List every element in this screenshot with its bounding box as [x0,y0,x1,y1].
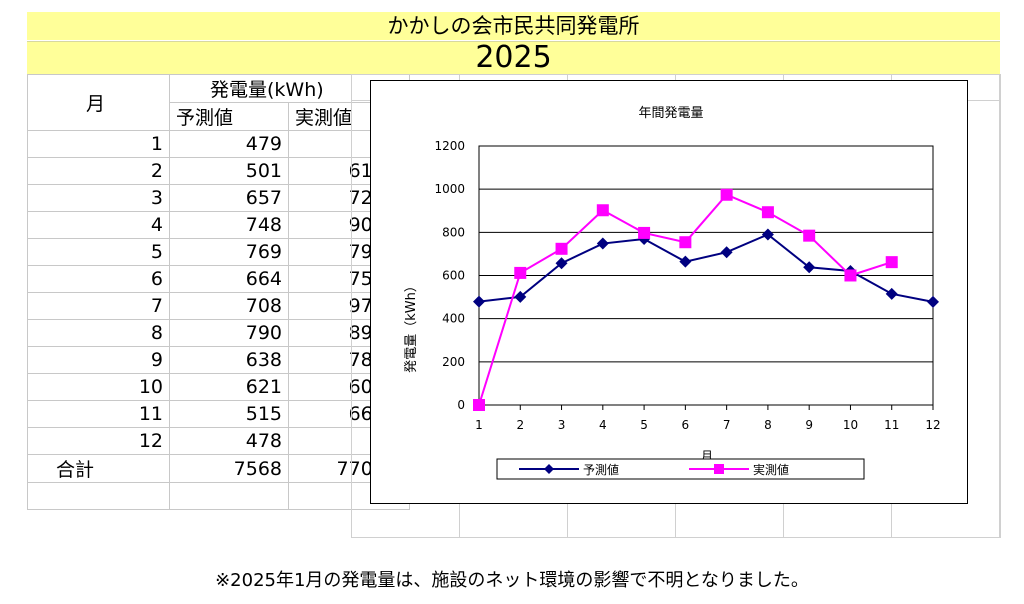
cell-pred: 657 [169,184,289,212]
cell-pred: 478 [169,427,289,455]
series-line-0 [478,233,934,303]
y-tick-label: 800 [442,225,465,239]
y-tick-label: 0 [457,398,465,412]
x-tick-label: 7 [723,418,731,432]
month-header: 月 [27,74,170,131]
plot-frame [478,145,934,406]
data-point [514,266,527,279]
cell-pred: 708 [169,292,289,320]
data-point [596,204,609,217]
cell-month: 7 [27,292,170,320]
legend-marker [714,464,724,474]
cell-pred: 790 [169,319,289,347]
data-point [514,290,527,303]
x-tick-label: 1 [475,418,483,432]
y-axis-label: 発電量（kWh） [404,279,419,373]
total-pred: 7568 [169,454,289,483]
x-tick-label: 5 [640,418,648,432]
data-point [927,295,939,308]
data-point [720,246,733,259]
cell-pred: 515 [169,400,289,428]
year-banner: 2025 [27,41,1000,75]
cell-month: 10 [27,373,170,401]
cell-pred: 479 [169,130,289,158]
y-tick-label: 200 [442,355,465,369]
data-point [844,269,857,282]
data-point [761,206,774,219]
x-tick-label: 6 [682,418,690,432]
chart-area: 年間発電量 発電量（kWh） 月 0 200 400 600 800 1000 1200 1 2… [370,80,968,504]
total-label: 合計 [27,454,170,483]
cell-month: 9 [27,346,170,374]
y-tick-label: 600 [442,269,465,283]
cell-pred: 638 [169,346,289,374]
x-tick-label: 3 [558,418,566,432]
page-title: かかしの会市民共同発電所 [27,12,1000,40]
legend-box [496,458,865,480]
chart-title: 年間発電量 [638,106,703,121]
cell-month: 4 [27,211,170,239]
cell-month: 8 [27,319,170,347]
legend-marker [544,464,554,474]
cell-month: 1 [27,130,170,158]
cell-pred: 621 [169,373,289,401]
cell-pred: 748 [169,211,289,239]
y-tick-label: 400 [442,312,465,326]
x-tick-label: 8 [764,418,772,432]
data-point [761,228,774,241]
pred-header: 予測値 [169,102,289,131]
data-point [555,257,568,270]
data-point [555,242,568,255]
cell-month: 2 [27,157,170,185]
data-point [885,287,898,300]
legend-label: 実測値 [753,462,789,477]
series-line-1 [478,193,893,406]
cell-pred: 769 [169,238,289,266]
data-point [720,188,733,201]
data-point [885,256,898,269]
cell-month: 3 [27,184,170,212]
data-point [803,261,816,274]
data-point [803,229,816,242]
data-point [596,237,609,250]
x-tick-label: 10 [843,418,858,432]
cell-month: 5 [27,238,170,266]
cell-month: 11 [27,400,170,428]
data-point [679,255,692,268]
cell-pred: 664 [169,265,289,293]
data-point [473,399,485,411]
cell-month: 6 [27,265,170,293]
footnote: ※2025年1月の発電量は、施設のネット環境の影響で不明となりました。 [215,570,809,591]
legend-label: 予測値 [583,462,619,477]
cell-month: 12 [27,427,170,455]
data-point [638,226,651,239]
x-tick-label: 2 [516,418,524,432]
data-point [473,295,485,308]
x-tick-label: 4 [599,418,607,432]
table-row: 2501612.0 [27,157,410,185]
data-point [679,236,692,249]
x-tick-label: 12 [925,418,940,432]
y-tick-label: 1000 [434,182,465,196]
x-tick-label: 9 [805,418,813,432]
x-tick-label: 11 [884,418,899,432]
cell-pred: 501 [169,157,289,185]
y-tick-label: 1200 [434,139,465,153]
